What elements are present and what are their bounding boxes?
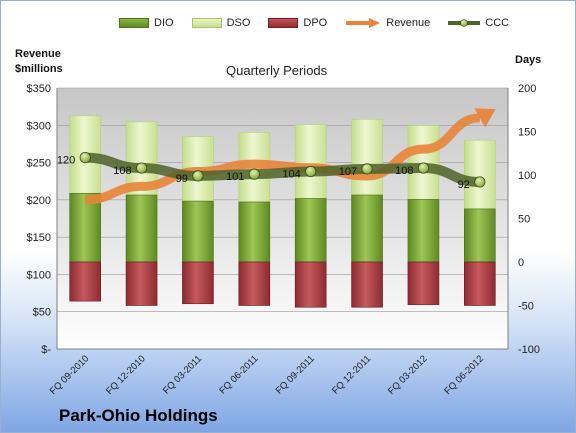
ccc-point — [361, 163, 373, 175]
bar-dpo — [407, 261, 440, 305]
ccc-data-label: 104 — [282, 169, 300, 181]
left-tick-label: $350 — [27, 83, 51, 95]
right-tick-label: -50 — [518, 301, 534, 313]
legend-swatch-dso — [191, 18, 222, 28]
bar-dso — [294, 124, 327, 199]
left-tick-label: $50 — [33, 307, 51, 319]
ccc-point — [248, 168, 260, 180]
category-label: FQ 06-2011 — [217, 353, 260, 396]
revenue-arrow-head — [474, 108, 496, 128]
ccc-data-label: 99 — [176, 173, 188, 185]
bar-dpo — [464, 261, 496, 306]
bar-dso — [407, 125, 440, 200]
left-axis-title-line1: Revenue — [15, 48, 61, 60]
right-tick-label: 150 — [518, 127, 536, 139]
legend-item-dpo: DPO — [268, 17, 327, 29]
ccc-point — [79, 152, 91, 164]
left-tick-label: $- — [41, 344, 51, 356]
category-label: FQ 03-2011 — [161, 353, 204, 396]
ccc-point — [192, 170, 204, 182]
bar-dio — [464, 208, 496, 263]
bar-dio — [125, 194, 158, 263]
category-label: FQ 09-2010 — [48, 353, 92, 397]
bar-dpo — [238, 261, 271, 306]
right-tick-label: 0 — [518, 257, 524, 269]
left-tick-label: $200 — [27, 195, 51, 207]
category-label: FQ 03-2012 — [386, 353, 430, 397]
right-axis-title: Days — [515, 54, 542, 66]
bar-dio — [182, 200, 214, 263]
company-name: Park-Ohio Holdings — [59, 406, 218, 425]
right-tick-label: 200 — [518, 83, 536, 95]
left-tick-label: $300 — [27, 120, 51, 132]
right-tick-label: 100 — [518, 170, 536, 182]
ccc-point — [135, 162, 148, 174]
category-label: FQ 12-2010 — [104, 353, 148, 397]
legend-swatch-dio — [119, 18, 149, 28]
legend-label-dso: DSO — [226, 17, 251, 29]
legend-label-dpo: DPO — [303, 17, 328, 29]
bar-dpo — [182, 261, 214, 305]
chart-title: Quarterly Periods — [226, 63, 328, 78]
plot-area — [57, 88, 508, 349]
left-tick-label: $250 — [27, 158, 51, 170]
bar-dso — [351, 119, 383, 196]
ccc-point — [417, 162, 430, 174]
bar-dio — [69, 192, 101, 263]
bar-dpo — [125, 261, 158, 306]
legend: DIO DSO DPO Revenue CCC — [119, 17, 509, 29]
category-label: FQ 09-2011 — [274, 353, 317, 396]
ccc-data-label: 101 — [226, 171, 244, 183]
legend-arrow-icon — [346, 18, 381, 28]
legend-label-dio: DIO — [154, 17, 174, 29]
right-tick-label: -100 — [518, 344, 540, 356]
left-tick-label: $100 — [27, 269, 51, 281]
ccc-data-label: 107 — [339, 166, 357, 178]
category-label: FQ 06-2012 — [442, 353, 486, 397]
left-axis-title: Revenue $millions — [15, 47, 63, 77]
ccc-point — [305, 165, 317, 178]
legend-item-ccc: CCC — [448, 17, 509, 29]
ccc-point — [474, 176, 486, 188]
legend-item-dso: DSO — [191, 17, 251, 29]
legend-swatch-dpo — [268, 18, 299, 28]
legend-item-revenue: Revenue — [345, 17, 430, 29]
legend-label-revenue: Revenue — [386, 17, 431, 29]
bar-dpo — [351, 261, 383, 308]
bar-dpo — [69, 261, 101, 302]
legend-line-icon — [448, 19, 481, 27]
right-tick-label: 50 — [518, 214, 530, 226]
left-axis-title-line2: $millions — [15, 63, 63, 75]
bar-dio — [294, 198, 327, 263]
ccc-data-label: 108 — [113, 165, 131, 177]
bar-dso — [464, 139, 496, 210]
bar-dio — [407, 199, 440, 263]
left-tick-label: $150 — [27, 232, 51, 244]
bar-dpo — [294, 261, 327, 308]
ccc-data-label: 120 — [57, 155, 75, 167]
ccc-data-label: 108 — [395, 165, 413, 177]
revenue-trend-line — [85, 113, 481, 205]
ccc-data-label: 92 — [458, 179, 470, 191]
category-label: FQ 12-2011 — [330, 353, 373, 396]
bar-dio — [238, 201, 271, 263]
legend-label-ccc: CCC — [485, 17, 510, 29]
legend-item-dio: DIO — [119, 17, 174, 29]
bar-dio — [351, 194, 383, 263]
